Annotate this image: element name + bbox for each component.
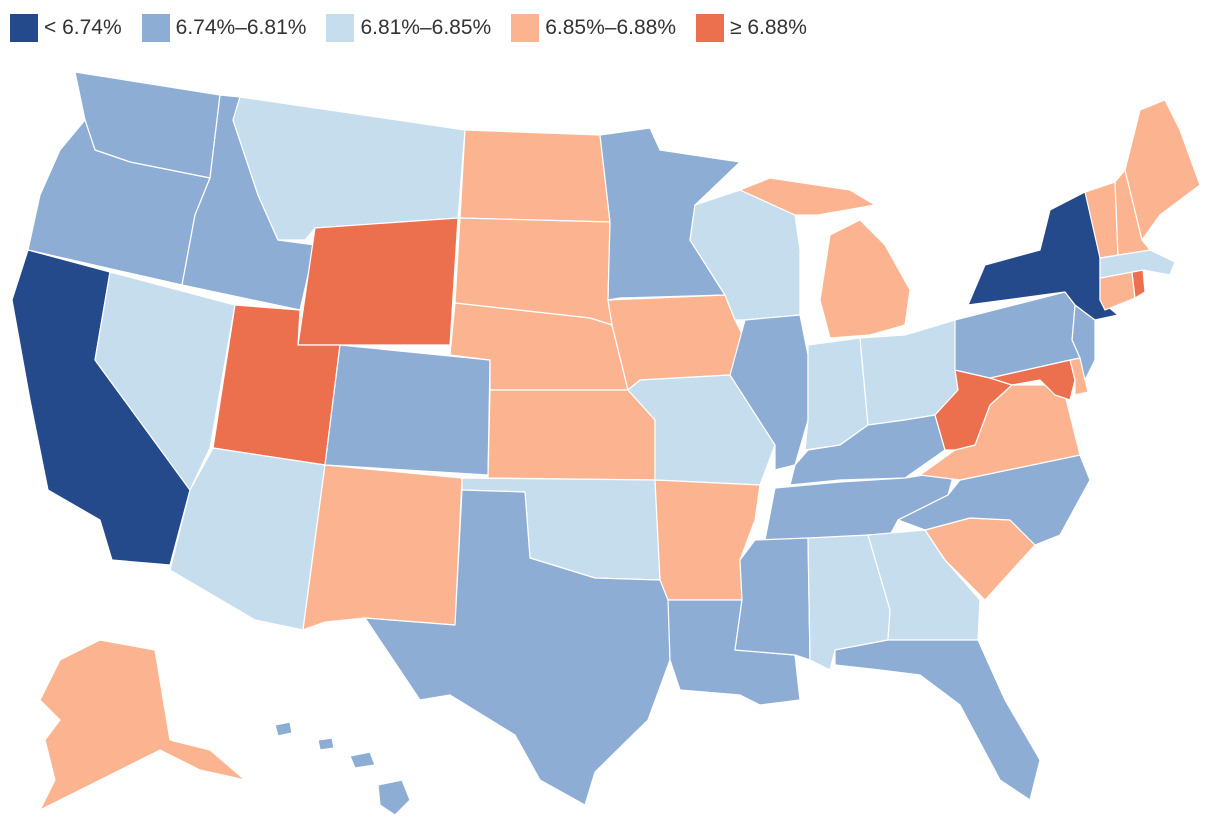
state-CO[interactable] bbox=[324, 344, 491, 476]
state-CT[interactable] bbox=[1099, 271, 1136, 311]
legend-item-2: 6.81%–6.85% bbox=[326, 14, 491, 42]
legend-label-3: 6.85%–6.88% bbox=[545, 16, 676, 39]
state-NH[interactable] bbox=[1114, 169, 1151, 256]
state-TX[interactable] bbox=[364, 489, 671, 806]
state-MT[interactable] bbox=[232, 96, 466, 241]
state-MI[interactable] bbox=[739, 177, 911, 339]
state-MS[interactable] bbox=[734, 537, 811, 661]
state-WV[interactable] bbox=[934, 369, 1013, 451]
legend-item-0: < 6.74% bbox=[10, 14, 122, 42]
state-ND[interactable] bbox=[459, 129, 611, 223]
legend-swatch-3 bbox=[511, 14, 540, 42]
legend-label-1: 6.74%–6.81% bbox=[175, 16, 307, 39]
legend-swatch-4 bbox=[696, 14, 724, 42]
state-KS[interactable] bbox=[487, 389, 656, 481]
state-RI[interactable] bbox=[1131, 269, 1146, 299]
map-legend: < 6.74% 6.74%–6.81% 6.81%–6.85% 6.85%–6.… bbox=[10, 14, 827, 42]
legend-label-4: ≥ 6.88% bbox=[730, 16, 807, 39]
legend-item-1: 6.74%–6.81% bbox=[141, 14, 307, 42]
state-WY[interactable] bbox=[297, 217, 459, 346]
state-MO[interactable] bbox=[627, 374, 776, 486]
legend-item-4: ≥ 6.88% bbox=[696, 14, 807, 42]
state-WI[interactable] bbox=[689, 189, 801, 321]
legend-swatch-1 bbox=[141, 14, 170, 42]
state-FL[interactable] bbox=[834, 639, 1041, 801]
legend-swatch-2 bbox=[326, 14, 355, 42]
state-NC[interactable] bbox=[897, 454, 1091, 546]
state-AK[interactable] bbox=[39, 639, 246, 811]
state-NM[interactable] bbox=[302, 464, 463, 631]
state-ME[interactable] bbox=[1124, 99, 1201, 241]
legend-item-3: 6.85%–6.88% bbox=[511, 14, 676, 42]
legend-swatch-0 bbox=[10, 14, 38, 42]
legend-label-2: 6.81%–6.85% bbox=[360, 16, 492, 39]
legend-label-0: < 6.74% bbox=[44, 16, 122, 39]
state-NV[interactable] bbox=[94, 271, 236, 491]
state-HI[interactable] bbox=[274, 721, 411, 816]
